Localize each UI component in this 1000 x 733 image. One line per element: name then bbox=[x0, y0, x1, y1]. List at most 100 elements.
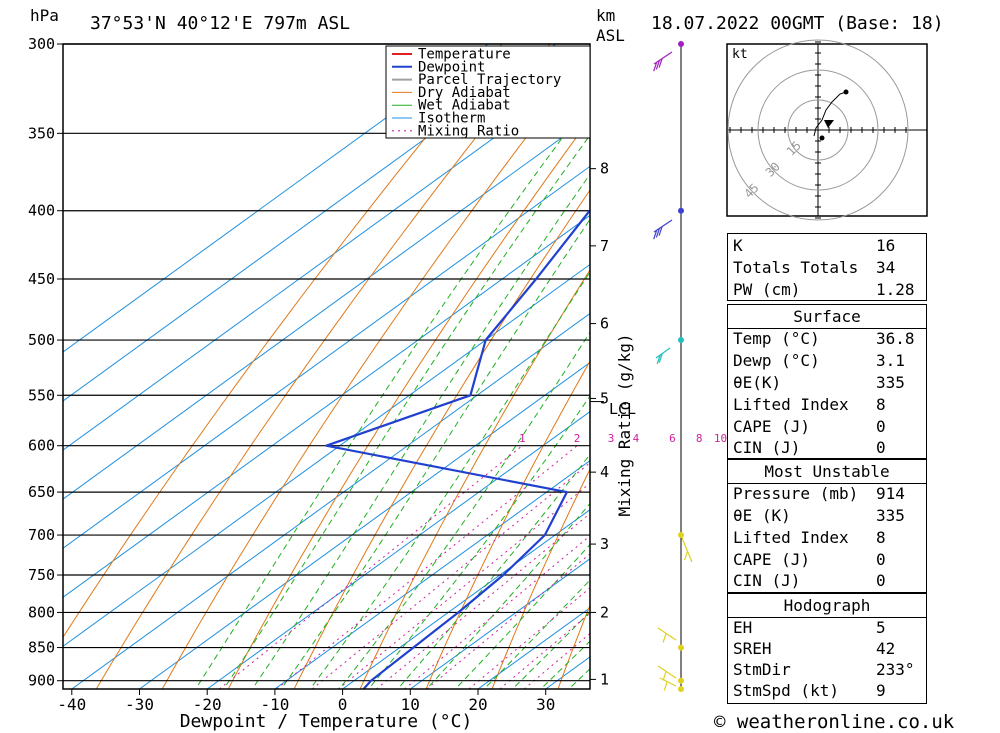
km-tick-label: 3 bbox=[600, 535, 609, 553]
km-tick-label: 6 bbox=[600, 315, 609, 333]
wind-barb-300-feather bbox=[655, 60, 660, 70]
pressure-level-lines bbox=[63, 43, 590, 682]
km-tick-label: 4 bbox=[600, 463, 609, 481]
wind-level-dot bbox=[678, 677, 684, 684]
wet-adiabat-line bbox=[251, 173, 590, 689]
temperature-tick-label: 20 bbox=[468, 695, 487, 714]
surface-divider bbox=[728, 328, 926, 329]
dewpoint-line bbox=[325, 209, 590, 689]
isotherm-line bbox=[410, 558, 590, 689]
k-index-label: K bbox=[733, 236, 743, 255]
asl-unit-label: ASL bbox=[596, 26, 625, 45]
mu-li-label: Lifted Index bbox=[733, 528, 849, 547]
pressure-tick-label: 700 bbox=[28, 526, 55, 544]
dry-adiabat-line bbox=[95, 44, 551, 689]
isotherm-line bbox=[206, 410, 590, 689]
mu-cin-value: 0 bbox=[876, 571, 886, 590]
temperature-tick-label: 0 bbox=[338, 695, 348, 714]
pressure-tick-label: 400 bbox=[28, 202, 55, 220]
mixing-ratio-tick-label: 10 bbox=[714, 432, 727, 445]
legend-entry: Parcel Trajectory bbox=[418, 72, 561, 88]
isotherm-line bbox=[342, 509, 590, 689]
dry-adiabat-line bbox=[557, 604, 590, 689]
surface-cape-value: 0 bbox=[876, 417, 886, 436]
temperature-tick-label: -10 bbox=[260, 695, 289, 714]
temperature-axis: -40 -30 -20 -10 0 10 20 30 bbox=[57, 689, 555, 714]
x-axis-title: Dewpoint / Temperature (°C) bbox=[180, 711, 473, 732]
legend-entry: Dry Adiabat bbox=[418, 85, 511, 101]
mixing-ratio-tick-label: 3 bbox=[608, 432, 615, 445]
legend-entry: Dewpoint bbox=[418, 59, 485, 75]
wind-barb-500-feather bbox=[656, 354, 661, 365]
wind-barb-400-feather bbox=[655, 228, 660, 238]
km-tick-label: 2 bbox=[600, 603, 609, 621]
hodograph-top-point bbox=[843, 89, 849, 95]
km-unit-label: km bbox=[596, 6, 615, 25]
legend-entry: Mixing Ratio bbox=[418, 123, 519, 139]
wind-barb-400-feather bbox=[653, 230, 658, 240]
legend-entry: Isotherm bbox=[418, 111, 485, 127]
isotherm-line bbox=[63, 165, 590, 549]
surface-title: Surface bbox=[793, 307, 861, 326]
wind-barb-300 bbox=[653, 51, 673, 65]
surface-theta-value: 335 bbox=[876, 373, 905, 392]
stmspd-label: StmSpd (kt) bbox=[733, 681, 839, 700]
temperature-tick-label: -20 bbox=[193, 695, 222, 714]
wet-adiabat-line bbox=[338, 331, 590, 689]
mixing-ratio-line bbox=[337, 482, 590, 689]
km-tick-label: 5 bbox=[600, 389, 609, 407]
wind-level-dot bbox=[678, 644, 684, 651]
surface-dewp-label: Dewp (°C) bbox=[733, 351, 820, 370]
mixing-ratio-line bbox=[404, 535, 590, 689]
credit-link[interactable]: © weatheronline.co.uk bbox=[714, 711, 955, 733]
mixing-ratio-tick-label: 1 bbox=[519, 432, 526, 445]
wet-adiabat-line bbox=[396, 453, 590, 689]
pressure-tick-label: 600 bbox=[28, 437, 55, 455]
lcl-label: LCL bbox=[609, 400, 636, 418]
km-tick-label: 8 bbox=[600, 160, 609, 178]
mu-cape-value: 0 bbox=[876, 550, 886, 569]
wind-barb-400-feather bbox=[658, 226, 663, 236]
eh-value: 5 bbox=[876, 618, 886, 637]
pressure-tick-label: 550 bbox=[28, 386, 55, 404]
isotherm-line bbox=[63, 116, 590, 500]
pressure-tick-label: 450 bbox=[28, 270, 55, 288]
mixing-ratio-line bbox=[426, 553, 590, 689]
wind-barb-900a bbox=[657, 665, 677, 679]
pressure-tick-label: 500 bbox=[28, 331, 55, 349]
pressure-tick-label: 750 bbox=[28, 566, 55, 584]
most-unstable-divider bbox=[728, 483, 926, 484]
km-tick-label: 7 bbox=[600, 237, 609, 255]
hodograph-storm-motion bbox=[819, 135, 825, 141]
isotherm-line bbox=[139, 361, 590, 689]
mu-pressure-label: Pressure (mb) bbox=[733, 484, 859, 503]
wind-level-dot bbox=[678, 41, 684, 47]
wet-adiabat-line bbox=[454, 543, 590, 689]
plot-frame bbox=[62, 43, 591, 690]
surface-temp-value: 36.8 bbox=[876, 329, 915, 348]
dry-adiabat-line bbox=[359, 269, 590, 689]
profile-lines bbox=[325, 209, 590, 689]
pw-value: 1.28 bbox=[876, 280, 915, 299]
wet-adiabat-line bbox=[195, 99, 590, 689]
sreh-label: SREH bbox=[733, 639, 772, 658]
pressure-unit-label: hPa bbox=[30, 6, 59, 25]
isotherm-line bbox=[63, 44, 556, 402]
mu-theta-value: 335 bbox=[876, 506, 905, 525]
datetime-label: 18.07.2022 00GMT (Base: 18) bbox=[651, 13, 944, 34]
wind-barb-400 bbox=[653, 219, 673, 233]
surface-cin-value: 0 bbox=[876, 438, 886, 457]
mixing-ratio-line bbox=[276, 445, 578, 689]
wet-adiabat-line bbox=[280, 218, 590, 689]
surface-theta-label: θE(K) bbox=[733, 373, 782, 392]
wind-barb-900b bbox=[659, 677, 677, 687]
mixing-ratio-tick-label: 8 bbox=[696, 432, 703, 445]
most-unstable-title: Most Unstable bbox=[764, 462, 890, 481]
wind-level-dot bbox=[678, 532, 684, 539]
surface-li-value: 8 bbox=[876, 395, 886, 414]
dry-adiabat-line bbox=[491, 468, 590, 689]
wind-barb-900a-feather bbox=[662, 671, 667, 681]
mixing-ratio-tick-label: 4 bbox=[633, 432, 640, 445]
wind-barb-700 bbox=[681, 537, 693, 563]
